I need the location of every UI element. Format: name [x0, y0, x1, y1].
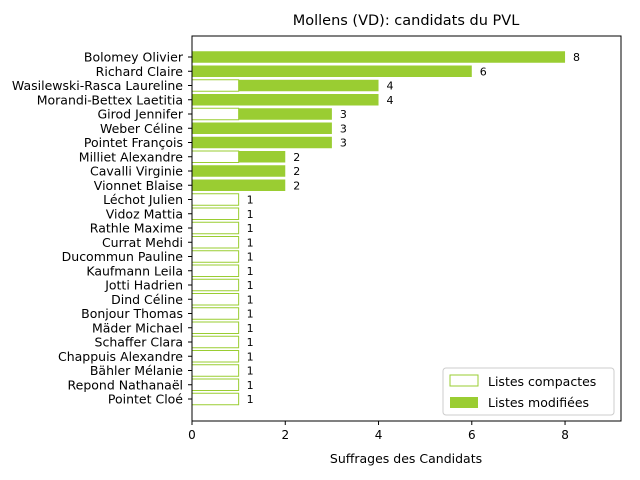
category-label: Mäder Michael [92, 320, 183, 335]
value-label: 3 [340, 137, 347, 150]
value-label: 2 [293, 165, 300, 178]
bar-compactes [191, 207, 240, 220]
legend-label-modifiees: Listes modifiées [488, 395, 589, 410]
value-label: 1 [247, 222, 254, 235]
category-label: Richard Claire [96, 64, 184, 79]
bar-compactes [191, 364, 240, 377]
value-label: 1 [247, 365, 254, 378]
category-label: Wasilewski-Rasca Laureline [12, 78, 183, 93]
category-label: Dind Céline [111, 292, 183, 307]
category-label: Vidoz Mattia [106, 206, 183, 221]
value-label: 1 [247, 393, 254, 406]
legend: Listes compactes Listes modifiées [442, 367, 615, 416]
category-label: Pointet Cloé [108, 392, 183, 407]
x-axis-ticks: 0 2 4 6 8 [188, 56, 569, 442]
value-label: 1 [247, 265, 254, 278]
bar-compactes [191, 293, 240, 306]
bar-compactes [191, 250, 240, 263]
plot-frame [191, 35, 622, 422]
value-label: 6 [480, 65, 487, 78]
category-label: Repond Nathanaël [68, 377, 183, 392]
x-tick-label: 6 [468, 428, 476, 442]
bar-compactes [191, 221, 240, 235]
category-label: Rathle Maxime [90, 221, 184, 236]
category-label: Kaufmann Leila [86, 263, 183, 278]
x-tick-label: 4 [375, 428, 383, 442]
category-label: Weber Céline [100, 121, 183, 136]
category-label: Currat Mehdi [102, 235, 183, 250]
category-label: Léchot Julien [103, 192, 183, 207]
value-label: 2 [293, 151, 300, 164]
bar-compactes [191, 350, 240, 363]
bar-compactes [191, 236, 240, 249]
value-label: 1 [247, 279, 254, 292]
x-tick-label: 2 [281, 428, 289, 442]
x-tick-label: 8 [561, 428, 569, 442]
category-label: Bonjour Thomas [81, 306, 183, 321]
legend-label-compactes: Listes compactes [488, 374, 596, 389]
category-label: Morandi-Bettex Laetitia [37, 92, 183, 107]
category-label: Schaffer Clara [95, 335, 183, 350]
category-label: Bolomey Olivier [84, 50, 184, 65]
bar-compactes [191, 193, 240, 206]
bar-modifiees [192, 65, 472, 77]
bar-compactes [191, 378, 240, 391]
value-label: 4 [387, 94, 394, 107]
category-label: Jotti Hadrien [104, 278, 183, 293]
bar-modifiees [192, 122, 332, 134]
x-tick-label: 0 [188, 428, 196, 442]
value-label: 8 [573, 51, 580, 64]
bar-modifiees [192, 51, 566, 63]
value-label: 1 [247, 236, 254, 249]
bar-modifiees [238, 151, 286, 163]
bar-compactes [191, 107, 240, 121]
value-label: 1 [247, 293, 254, 306]
bar-compactes [191, 335, 240, 349]
bar-compactes [191, 278, 240, 292]
bar-modifiees [192, 179, 286, 191]
category-label: Chappuis Alexandre [58, 349, 183, 364]
bar-compactes [191, 264, 240, 277]
value-label: 1 [247, 379, 254, 392]
category-label: Vionnet Blaise [94, 178, 184, 193]
bar-compactes [191, 307, 240, 320]
bar-modifiees [192, 165, 286, 177]
value-label: 3 [340, 108, 347, 121]
bar-compactes [191, 321, 240, 334]
category-label: Pointet François [84, 135, 183, 150]
legend-swatch-modifiees [450, 397, 478, 408]
category-label: Milliet Alexandre [79, 149, 184, 164]
value-label: 1 [247, 251, 254, 264]
value-label: 1 [247, 322, 254, 335]
value-label: 1 [247, 194, 254, 207]
value-label: 4 [387, 80, 394, 93]
value-label: 3 [340, 122, 347, 135]
chart-title: Mollens (VD): candidats du PVL [293, 13, 520, 29]
legend-box [442, 367, 615, 416]
value-label: 1 [247, 208, 254, 221]
bar-modifiees [238, 79, 379, 92]
bar-modifiees [238, 108, 332, 120]
bars-layer [191, 51, 566, 406]
category-label: Girod Jennifer [97, 107, 183, 122]
bar-compactes [191, 392, 240, 406]
legend-swatch-compactes [449, 374, 479, 387]
value-label: 1 [247, 350, 254, 363]
bar-compactes [191, 79, 240, 92]
category-label: Ducommun Pauline [62, 249, 184, 264]
x-axis-label: Suffrages des Candidats [330, 451, 482, 466]
category-label: Bähler Mélanie [90, 363, 183, 378]
value-label: 1 [247, 336, 254, 349]
bar-modifiees [192, 136, 332, 149]
category-label: Cavalli Virginie [90, 164, 183, 179]
bar-compactes [191, 150, 240, 163]
value-label: 2 [293, 179, 300, 192]
bar-modifiees [192, 94, 379, 106]
value-label: 1 [247, 308, 254, 321]
